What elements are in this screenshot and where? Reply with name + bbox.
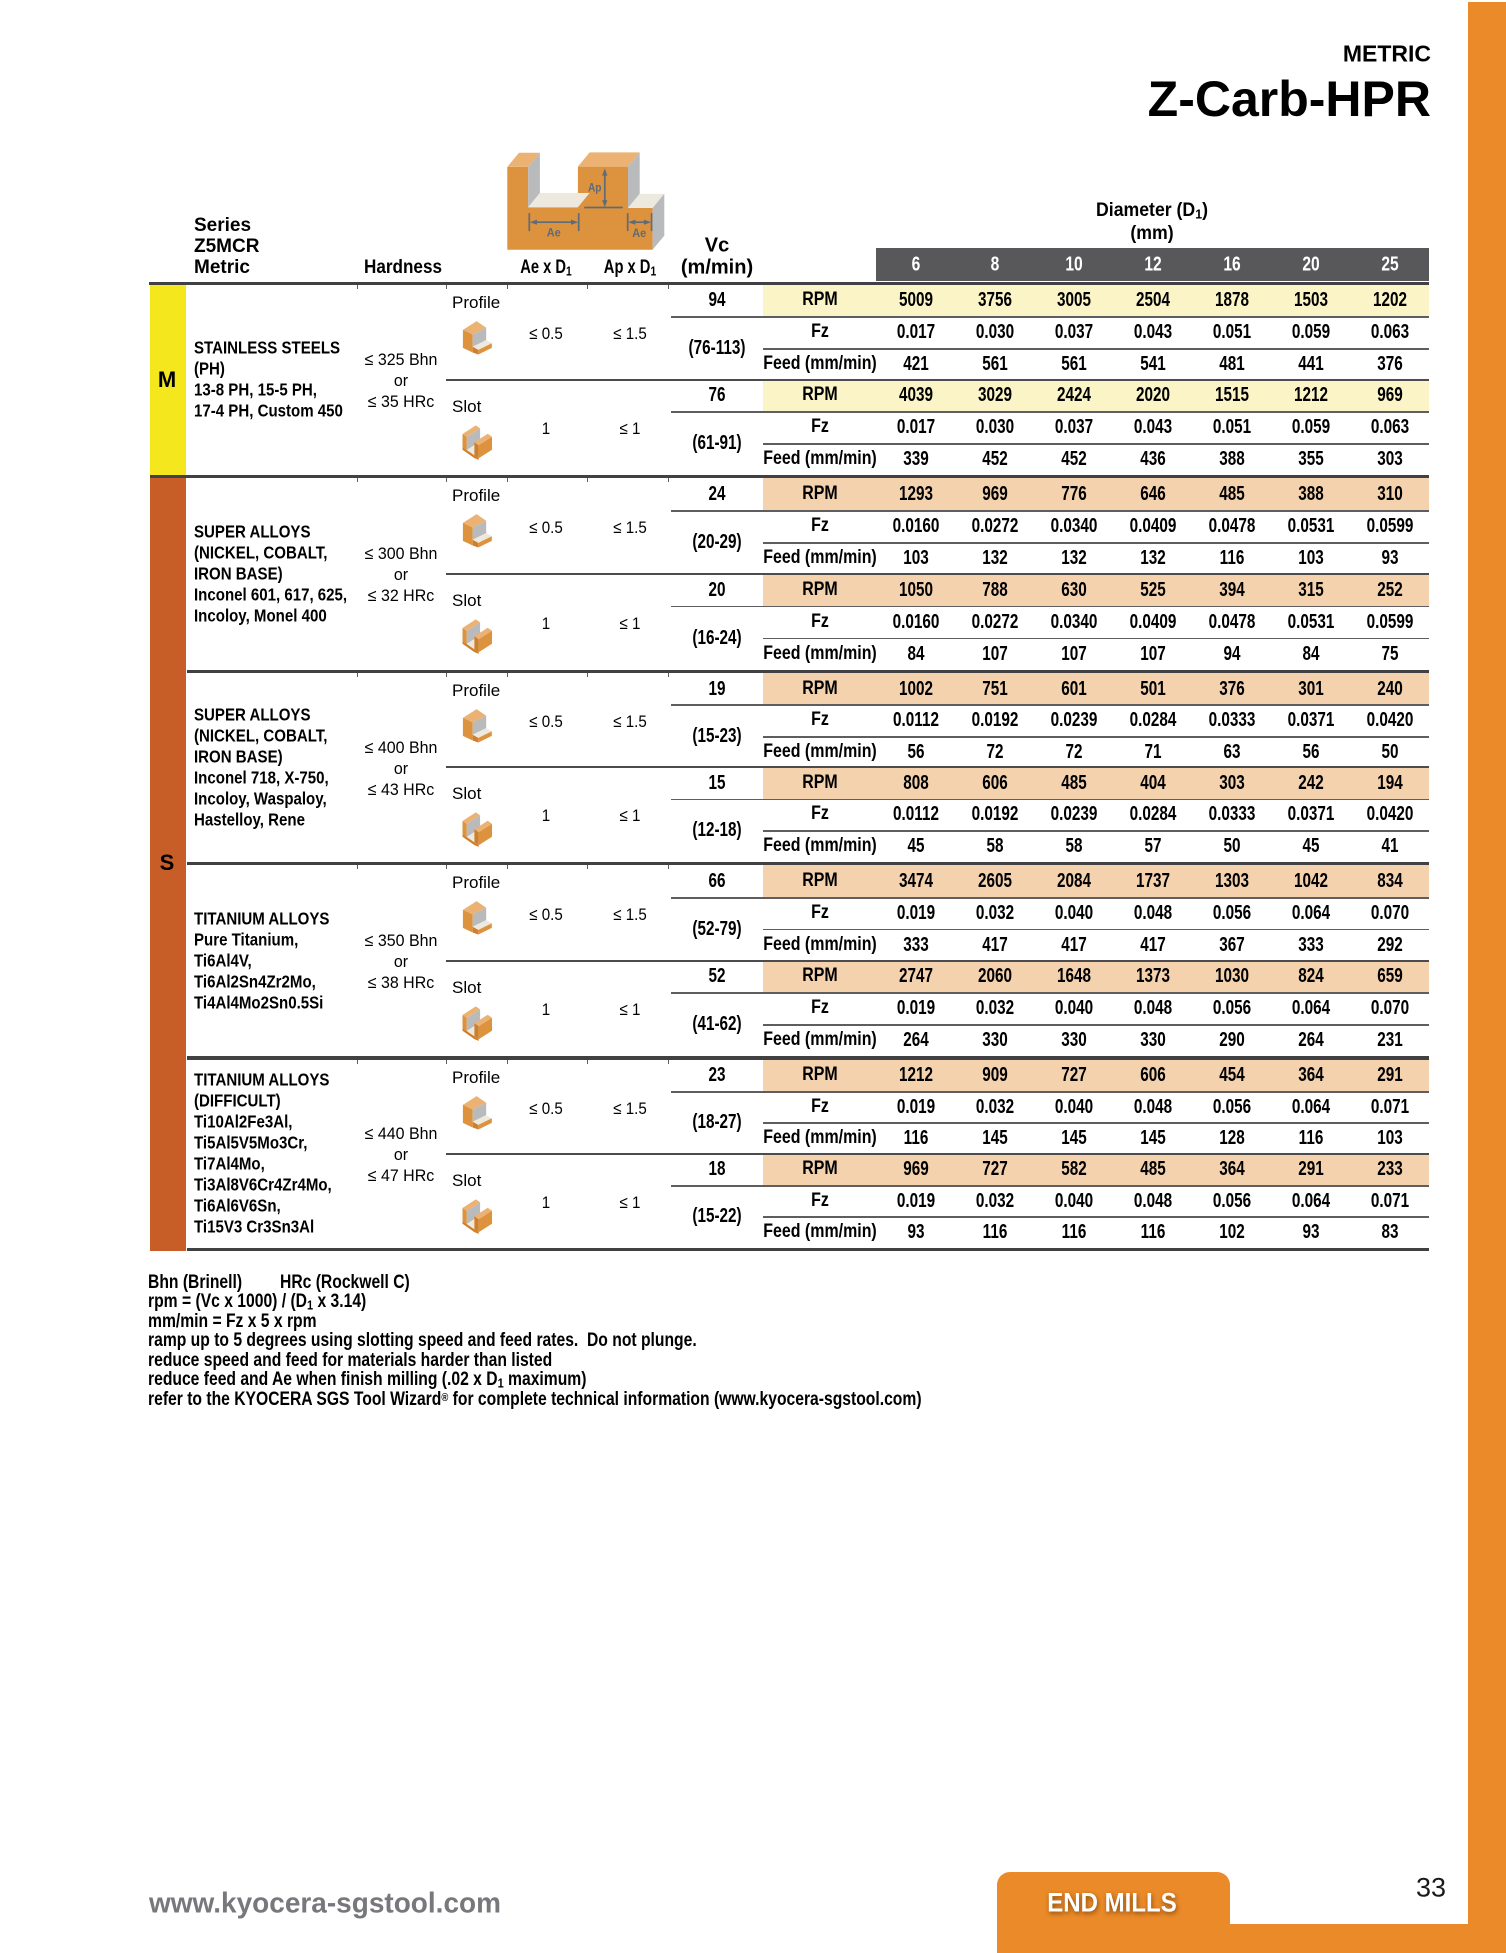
svg-text:Ap: Ap [588,181,602,195]
svg-text:Ae: Ae [632,226,646,240]
svg-text:Ae: Ae [547,225,561,239]
